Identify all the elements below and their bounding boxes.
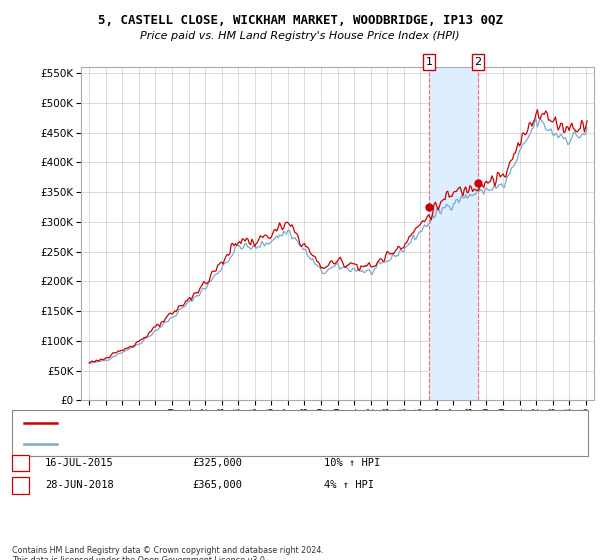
Text: 10% ↑ HPI: 10% ↑ HPI (324, 458, 380, 468)
Text: 16-JUL-2015: 16-JUL-2015 (45, 458, 114, 468)
Text: 4% ↑ HPI: 4% ↑ HPI (324, 480, 374, 491)
Bar (429, 67, 478, 400)
Text: 2: 2 (17, 480, 23, 491)
Text: 5, CASTELL CLOSE, WICKHAM MARKET, WOODBRIDGE, IP13 0QZ: 5, CASTELL CLOSE, WICKHAM MARKET, WOODBR… (97, 14, 503, 27)
Text: 2: 2 (475, 57, 482, 67)
Text: 5, CASTELL CLOSE, WICKHAM MARKET, WOODBRIDGE, IP13 0QZ (detached house): 5, CASTELL CLOSE, WICKHAM MARKET, WOODBR… (63, 419, 445, 428)
Text: 1: 1 (17, 458, 23, 468)
Text: Price paid vs. HM Land Registry's House Price Index (HPI): Price paid vs. HM Land Registry's House … (140, 31, 460, 41)
Text: £325,000: £325,000 (192, 458, 242, 468)
Text: 28-JUN-2018: 28-JUN-2018 (45, 480, 114, 491)
Text: £365,000: £365,000 (192, 480, 242, 491)
Text: HPI: Average price, detached house, East Suffolk: HPI: Average price, detached house, East… (63, 439, 321, 448)
Text: Contains HM Land Registry data © Crown copyright and database right 2024.
This d: Contains HM Land Registry data © Crown c… (12, 546, 324, 560)
Text: 1: 1 (425, 57, 433, 67)
